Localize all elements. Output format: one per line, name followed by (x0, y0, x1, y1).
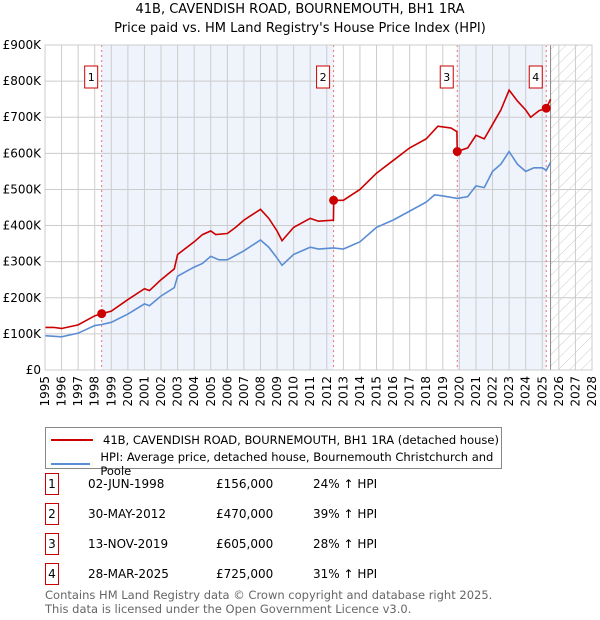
x-tick-label: 2004 (187, 376, 201, 407)
sale-row: 2 30-MAY-2012 £470,000 39% ↑ HPI (45, 503, 445, 525)
x-tick-label: 2028 (585, 376, 599, 407)
x-tick-label: 2024 (519, 376, 533, 407)
x-tick-label: 2018 (419, 376, 433, 407)
legend-label: HPI: Average price, detached house, Bour… (100, 450, 494, 478)
y-tick-label: £200K (3, 291, 43, 305)
x-tick-label: 1996 (55, 376, 69, 407)
y-tick-label: £300K (3, 255, 43, 269)
x-tick-label: 2007 (237, 376, 251, 407)
x-tick-label: 2022 (486, 376, 500, 407)
sale-price: £470,000 (216, 507, 274, 521)
x-tick-label: 2000 (121, 376, 135, 407)
sale-point (97, 309, 107, 319)
x-tick-label: 2008 (253, 376, 267, 407)
x-tick-label: 2002 (154, 376, 168, 407)
x-tick-label: 2019 (436, 376, 450, 407)
y-tick-label: £0 (26, 363, 41, 377)
y-tick-label: £500K (3, 182, 43, 196)
sale-number-badge: 3 (45, 533, 59, 555)
x-tick-label: 2001 (137, 376, 151, 407)
y-tick-label: £700K (3, 110, 43, 124)
blue-line-icon (51, 463, 91, 465)
series-line (44, 150, 552, 338)
footer: Contains HM Land Registry data © Crown c… (45, 588, 493, 616)
x-tick-label: 2016 (386, 376, 400, 407)
sale-number-badge: 2 (45, 503, 59, 525)
sale-label: 2 (320, 71, 327, 84)
price-chart: 1995 1996 1997 1998 1999 2000 2001 2002 2003 2004… (3, 38, 599, 407)
plot-border (44, 44, 593, 371)
sale-point (452, 147, 462, 157)
sale-label-box (439, 65, 454, 89)
sale-hpi-diff: 31% ↑ HPI (313, 567, 378, 581)
sale-label-box (84, 65, 99, 89)
x-tick-label: 2017 (403, 376, 417, 407)
legend-item-hpi: HPI: Average price, detached house, Bour… (51, 450, 501, 478)
y-tick-label: £100K (3, 327, 43, 341)
y-tick-label: £600K (3, 146, 43, 160)
x-tick-label: 2013 (336, 376, 350, 407)
x-tick-label: 1998 (88, 376, 102, 407)
x-tick-label: 2006 (220, 376, 234, 407)
shaded-period (101, 45, 334, 370)
legend: 41B, CAVENDISH ROAD, BOURNEMOUTH, BH1 1R… (45, 427, 502, 478)
footer-copyright: Contains HM Land Registry data © Crown c… (45, 588, 493, 602)
x-tick-label: 2010 (287, 376, 301, 407)
red-line-icon (51, 439, 93, 441)
footer-licence: This data is licensed under the Open Gov… (45, 601, 412, 616)
sale-label: 4 (532, 71, 539, 84)
sale-price: £605,000 (216, 537, 274, 551)
shaded-period (457, 45, 547, 370)
sale-date: 28-MAR-2025 (88, 567, 169, 581)
sale-label-box (316, 65, 331, 89)
x-tick-label: 2003 (171, 376, 185, 407)
sale-row: 3 13-NOV-2019 £605,000 28% ↑ HPI (45, 533, 445, 555)
x-tick-label: 1999 (104, 376, 118, 407)
x-tick-label: 2015 (370, 376, 384, 407)
x-tick-label: 2020 (452, 376, 466, 407)
y-tick-label: £400K (3, 219, 43, 233)
chart-subtitle: Price paid vs. HM Land Registry's House … (114, 21, 486, 36)
x-tick-label: 2005 (204, 376, 218, 407)
x-tick-label: 1995 (38, 376, 52, 407)
sale-point (329, 195, 339, 205)
sale-date: 13-NOV-2019 (88, 537, 169, 551)
y-tick-label: £900K (3, 38, 43, 52)
sale-label-box (528, 65, 543, 89)
sale-number-badge: 4 (45, 563, 59, 585)
sale-hpi-diff: 39% ↑ HPI (313, 507, 378, 521)
sale-point (541, 103, 551, 113)
legend-label: 41B, CAVENDISH ROAD, BOURNEMOUTH, BH1 1R… (103, 433, 499, 447)
sale-hpi-diff: 24% ↑ HPI (313, 477, 378, 491)
forecast-hatch (550, 45, 592, 370)
sale-label: 3 (443, 71, 450, 84)
series-line (45, 88, 552, 330)
x-tick-label: 2026 (552, 376, 566, 407)
sale-row: 4 28-MAR-2025 £725,000 31% ↑ HPI (45, 563, 445, 585)
sale-price: £725,000 (216, 567, 274, 581)
sale-number-badge: 1 (45, 473, 59, 495)
legend-item-property: 41B, CAVENDISH ROAD, BOURNEMOUTH, BH1 1R… (51, 433, 499, 447)
x-tick-label: 2027 (568, 376, 582, 407)
y-tick-label: £800K (3, 74, 43, 88)
chart-title: 41B, CAVENDISH ROAD, BOURNEMOUTH, BH1 1R… (135, 2, 465, 17)
sale-hpi-diff: 28% ↑ HPI (313, 537, 378, 551)
x-tick-label: 2023 (502, 376, 516, 407)
x-tick-label: 2014 (353, 376, 367, 407)
x-tick-label: 2025 (535, 376, 549, 407)
sale-label: 1 (88, 71, 95, 84)
x-tick-label: 2009 (270, 376, 284, 407)
x-tick-label: 2011 (303, 376, 317, 407)
x-tick-label: 1997 (71, 376, 85, 407)
x-tick-label: 2012 (320, 376, 334, 407)
sale-price: £156,000 (216, 477, 274, 491)
sale-date: 02-JUN-1998 (88, 477, 165, 491)
sale-row: 1 02-JUN-1998 £156,000 24% ↑ HPI (45, 473, 445, 495)
x-tick-label: 2021 (469, 376, 483, 407)
sale-date: 30-MAY-2012 (88, 507, 167, 521)
